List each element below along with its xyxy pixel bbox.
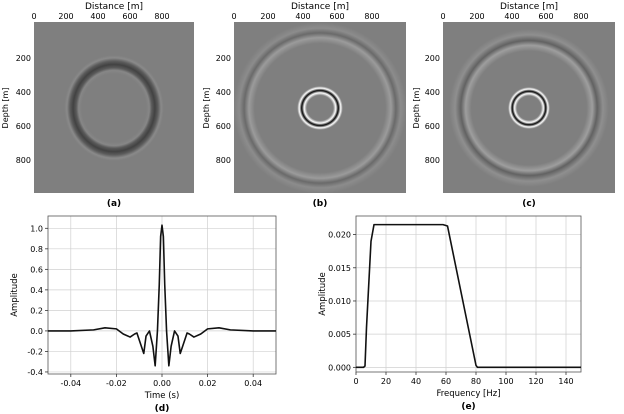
panel-d-ytick-label: 0.6 bbox=[30, 265, 43, 274]
panel-e-xtick-label: 100 bbox=[498, 377, 513, 386]
panel-b-caption: (b) bbox=[313, 199, 328, 209]
panel-e-ylabel: Amplitude bbox=[318, 272, 328, 316]
panel-a-xtick: 0 bbox=[31, 12, 36, 21]
panel-d-ytick-label: 0.2 bbox=[30, 306, 43, 315]
panel-b-xtick: 400 bbox=[295, 12, 310, 21]
panel-a-xtick: 200 bbox=[58, 12, 73, 21]
panel-e-xtick-label: 120 bbox=[528, 377, 543, 386]
panel-a-ytick: 600 bbox=[16, 122, 31, 131]
panel-c: Distance [m] 0 200 400 600 800 200 400 6… bbox=[412, 2, 624, 213]
panel-e-series-line bbox=[356, 223, 581, 369]
panel-d-ylabel: Amplitude bbox=[10, 273, 20, 317]
panel-d-ytick-label: -0.2 bbox=[27, 347, 43, 356]
panel-c-xtick: 200 bbox=[469, 12, 484, 21]
panel-d-xtick-label: 0.00 bbox=[153, 379, 171, 388]
panel-c-ytick: 400 bbox=[425, 88, 440, 97]
panel-a-xtick: 400 bbox=[90, 12, 105, 21]
panel-c-xtick: 400 bbox=[504, 12, 519, 21]
panel-c-ytick: 200 bbox=[425, 54, 440, 63]
panel-e-xtick-label: 40 bbox=[411, 377, 421, 386]
panel-e-ytick-label: 0.010 bbox=[328, 297, 351, 306]
panel-d-xlabel: Time (s) bbox=[144, 391, 180, 401]
panel-e-frame bbox=[355, 215, 582, 373]
panel-c-caption: (c) bbox=[522, 199, 536, 209]
panel-a: Distance [m] 0 200 400 600 800 200 400 6… bbox=[1, 2, 194, 209]
panel-d-xtick-label: 0.04 bbox=[244, 379, 262, 388]
panel-e-xlabel: Frequency [Hz] bbox=[436, 389, 500, 399]
panel-a-wavefront-ring bbox=[52, 42, 176, 174]
panel-d-caption: (d) bbox=[155, 404, 170, 414]
panel-e-ytick-label: 0.020 bbox=[328, 231, 351, 240]
panel-b-ytick: 200 bbox=[216, 54, 231, 63]
panel-c-xtick: 800 bbox=[573, 12, 588, 21]
panel-b-xtick: 0 bbox=[231, 12, 236, 21]
panel-d: -0.04 -0.02 0.00 0.02 0.04 -0.4 -0.2 0.0 0.2 0.4 0… bbox=[10, 215, 277, 414]
panel-c-inner-ring bbox=[507, 86, 551, 130]
panel-e-plot-area bbox=[356, 216, 581, 372]
panel-b-ytick: 400 bbox=[216, 88, 231, 97]
panel-b: Distance [m] 0 200 400 600 800 200 400 6… bbox=[202, 2, 426, 213]
panel-e-xtick-label: 20 bbox=[381, 377, 391, 386]
panel-e-ytick-label: 0.015 bbox=[328, 264, 351, 273]
panel-a-xlabel: Distance [m] bbox=[85, 2, 143, 12]
panel-b-xtick: 800 bbox=[364, 12, 379, 21]
panel-a-caption: (a) bbox=[107, 199, 121, 209]
panel-e-caption: (e) bbox=[461, 402, 475, 412]
panel-c-xtick: 0 bbox=[440, 12, 445, 21]
panel-b-inner-ring bbox=[296, 85, 344, 131]
panel-e-ytick-label: 0.000 bbox=[328, 363, 351, 372]
panel-d-ytick-label: 0.4 bbox=[30, 286, 43, 295]
panel-b-ytick: 600 bbox=[216, 122, 231, 131]
panel-e-xtick-label: 80 bbox=[471, 377, 481, 386]
panel-b-xtick: 600 bbox=[329, 12, 344, 21]
panel-e-ytick-label: 0.005 bbox=[328, 330, 351, 339]
panel-d-series-line bbox=[48, 224, 276, 367]
panel-d-xtick-label: 0.02 bbox=[199, 379, 217, 388]
panel-a-xtick: 800 bbox=[154, 12, 169, 21]
panel-c-ylabel: Depth [m] bbox=[412, 88, 421, 129]
panel-d-ytick-label: 1.0 bbox=[30, 224, 43, 233]
panel-c-ytick: 600 bbox=[425, 122, 440, 131]
panel-e-xtick-label: 0 bbox=[353, 377, 358, 386]
panel-a-ytick: 400 bbox=[16, 88, 31, 97]
panel-e-xtick-label: 60 bbox=[441, 377, 451, 386]
panel-d-ytick-label: -0.4 bbox=[27, 368, 43, 377]
panel-c-ytick: 800 bbox=[425, 156, 440, 165]
panel-d-xtick-label: -0.04 bbox=[60, 379, 81, 388]
panel-b-xlabel: Distance [m] bbox=[291, 2, 349, 12]
panel-a-ytick: 200 bbox=[16, 54, 31, 63]
panel-a-ytick: 800 bbox=[16, 156, 31, 165]
panel-c-xlabel: Distance [m] bbox=[500, 2, 558, 12]
panel-d-xtick-label: -0.02 bbox=[106, 379, 127, 388]
panel-c-xtick: 600 bbox=[538, 12, 553, 21]
panel-d-ytick-label: 0.8 bbox=[30, 245, 43, 254]
panel-b-ylabel: Depth [m] bbox=[202, 88, 211, 129]
panel-a-ylabel: Depth [m] bbox=[1, 88, 10, 129]
panel-e-xtick-label: 140 bbox=[558, 377, 573, 386]
panel-b-xtick: 200 bbox=[260, 12, 275, 21]
panel-d-ytick-label: 0.0 bbox=[30, 327, 43, 336]
panel-a-xtick: 600 bbox=[122, 12, 137, 21]
panel-b-ytick: 800 bbox=[216, 156, 231, 165]
panel-e: 0 20 40 60 80 100 120 140 0.000 0.005 0.010 0.015 0.… bbox=[318, 215, 582, 412]
